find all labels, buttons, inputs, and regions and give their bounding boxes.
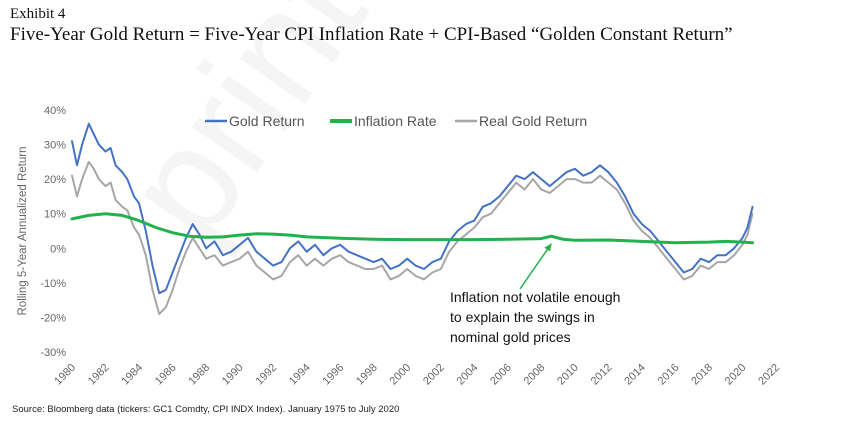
x-tick-label: 2002 <box>421 362 447 388</box>
x-tick-label: 1996 <box>321 362 347 388</box>
x-tick-label: 1998 <box>354 362 380 388</box>
x-tick-label: 2000 <box>388 362 414 388</box>
y-axis-ticks: 40% 30% 20% 10% 0% -10% -20% -30% <box>40 105 66 359</box>
x-axis-ticks: 1980 1982 1984 1986 1988 1990 1992 1994 1996 1998… <box>52 362 782 388</box>
exhibit-label: Exhibit 4 <box>10 6 66 22</box>
y-tick-label: 40% <box>44 105 66 117</box>
x-tick-label: 2010 <box>555 362 581 388</box>
x-tick-label: 2018 <box>689 362 715 388</box>
annotation-arrow-head <box>544 243 552 252</box>
x-tick-label: 1994 <box>287 362 313 388</box>
x-tick-label: 1982 <box>86 362 112 388</box>
x-tick-label: 1992 <box>253 362 279 388</box>
x-tick-label: 2008 <box>522 362 548 388</box>
series-line-gold-return <box>71 122 754 295</box>
annotation-text: Inflation not volatile enough <box>450 289 620 305</box>
annotation-text: to explain the swings in <box>450 309 595 325</box>
chart-title: Five-Year Gold Return = Five-Year CPI In… <box>10 24 733 45</box>
y-tick-label: -20% <box>40 312 66 324</box>
y-tick-label: 20% <box>44 174 66 186</box>
x-tick-label: 1986 <box>153 362 179 388</box>
legend-label: Gold Return <box>229 113 304 129</box>
y-tick-label: 10% <box>44 209 66 221</box>
x-tick-label: 2006 <box>488 362 514 388</box>
annotation: Inflation not volatile enough to explain … <box>450 243 620 345</box>
y-tick-label: -30% <box>40 347 66 359</box>
legend-label: Inflation Rate <box>354 113 437 129</box>
y-tick-label: 30% <box>44 140 66 152</box>
annotation-text: nominal gold prices <box>450 329 571 345</box>
x-tick-label: 2022 <box>756 362 782 388</box>
x-tick-label: 1984 <box>119 362 145 388</box>
x-tick-label: 1980 <box>52 362 78 388</box>
y-axis-label: Rolling 5-Year Annualized Return <box>17 147 29 316</box>
series-line-real-gold-return <box>71 160 754 315</box>
x-tick-label: 2004 <box>455 362 481 388</box>
legend: Gold Return Inflation Rate Real Gold Retur… <box>205 113 587 129</box>
y-tick-label: -10% <box>40 278 66 290</box>
series-line-inflation-rate <box>70 212 754 245</box>
x-tick-label: 1988 <box>186 362 212 388</box>
y-tick-label: 0% <box>50 243 66 255</box>
x-tick-label: 2016 <box>656 362 682 388</box>
x-tick-label: 2014 <box>622 362 648 388</box>
series-layer <box>70 122 754 315</box>
source-note: Source: Bloomberg data (tickers: GC1 Com… <box>12 404 400 415</box>
annotation-arrow-line <box>519 243 553 290</box>
x-tick-label: 2012 <box>589 362 615 388</box>
x-tick-label: 2020 <box>723 362 749 388</box>
legend-label: Real Gold Return <box>479 113 587 129</box>
x-tick-label: 1990 <box>220 362 246 388</box>
